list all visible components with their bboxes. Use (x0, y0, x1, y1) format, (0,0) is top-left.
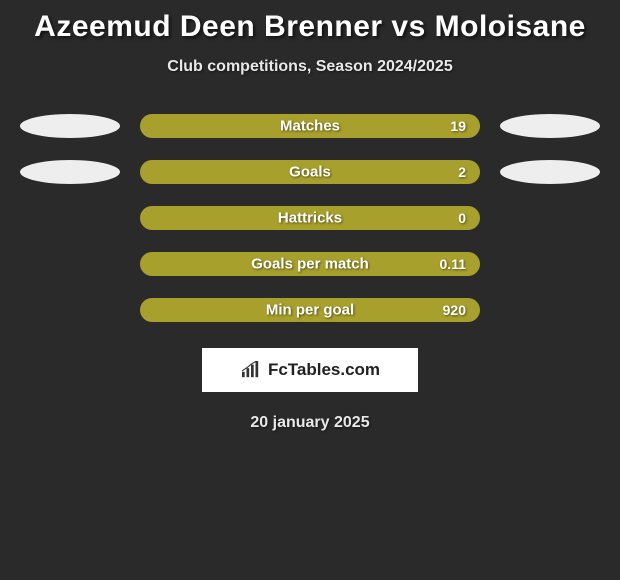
stat-value: 19 (450, 118, 466, 134)
stat-label: Goals per match (251, 256, 369, 273)
stats-rows: Matches 19 Goals 2 Hattricks 0 Goals per match… (0, 114, 620, 322)
player-right-marker (500, 160, 600, 184)
stat-value: 920 (443, 302, 466, 318)
bar-chart-icon (240, 361, 262, 379)
stat-bar: Min per goal 920 (140, 298, 480, 322)
stat-value: 0.11 (440, 256, 466, 272)
left-ellipse-slot (20, 160, 120, 184)
stat-row: Min per goal 920 (0, 298, 620, 322)
stat-label: Goals (289, 164, 331, 181)
logo-badge: FcTables.com (202, 348, 418, 392)
stat-label: Min per goal (266, 302, 354, 319)
right-ellipse-slot (500, 298, 600, 322)
stat-bar: Matches 19 (140, 114, 480, 138)
right-ellipse-slot (500, 252, 600, 276)
date-label: 20 january 2025 (250, 414, 369, 432)
stat-bar: Goals per match 0.11 (140, 252, 480, 276)
stat-row: Goals 2 (0, 160, 620, 184)
right-ellipse-slot (500, 160, 600, 184)
left-ellipse-slot (20, 252, 120, 276)
right-ellipse-slot (500, 206, 600, 230)
left-ellipse-slot (20, 298, 120, 322)
right-ellipse-slot (500, 114, 600, 138)
stat-label: Hattricks (278, 210, 342, 227)
logo-text: FcTables.com (268, 360, 380, 380)
stat-label: Matches (280, 118, 340, 135)
page-title: Azeemud Deen Brenner vs Moloisane (34, 10, 586, 44)
player-right-marker (500, 114, 600, 138)
stat-value: 2 (458, 164, 466, 180)
comparison-infographic: Azeemud Deen Brenner vs Moloisane Club c… (0, 0, 620, 432)
left-ellipse-slot (20, 114, 120, 138)
stat-row: Hattricks 0 (0, 206, 620, 230)
stat-row: Matches 19 (0, 114, 620, 138)
stat-bar: Goals 2 (140, 160, 480, 184)
stat-value: 0 (458, 210, 466, 226)
subtitle: Club competitions, Season 2024/2025 (167, 58, 452, 76)
stat-bar: Hattricks 0 (140, 206, 480, 230)
stat-row: Goals per match 0.11 (0, 252, 620, 276)
left-ellipse-slot (20, 206, 120, 230)
player-left-marker (20, 114, 120, 138)
player-left-marker (20, 160, 120, 184)
